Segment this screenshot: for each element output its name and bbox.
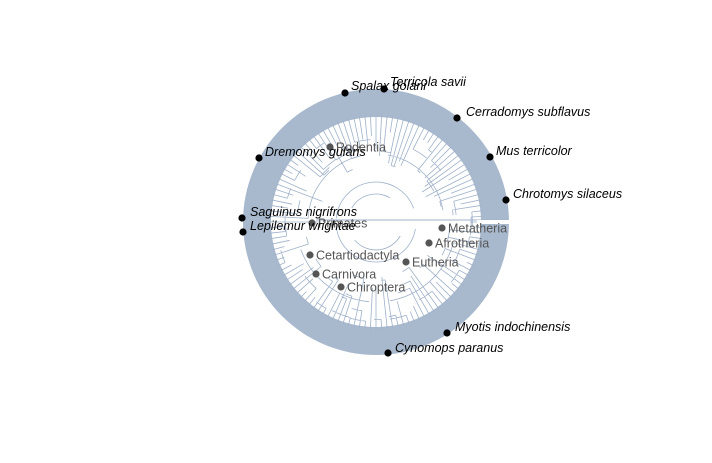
clade-point-rodentia <box>326 143 334 151</box>
tip-label-dremomys-gularis: Dremomys gularis <box>265 145 366 159</box>
clade-label-metatheria: Metatheria <box>448 222 507 236</box>
clade-label-eutheria: Eutheria <box>412 256 459 270</box>
clade-point-chiroptera <box>337 283 345 291</box>
tip-point-saguinus-nigrifrons <box>238 214 246 222</box>
clade-point-eutheria <box>402 258 410 266</box>
clade-label-primates: Primates <box>318 217 367 231</box>
clade-label-afrotheria: Afrotheria <box>435 237 489 251</box>
tip-label-mus-terricolor: Mus terricolor <box>496 144 573 158</box>
clade-label-rodentia: Rodentia <box>336 141 386 155</box>
root-gap <box>477 220 509 224</box>
tip-label-spalax-golani: Spalax golani <box>351 79 427 93</box>
tip-label-cynomops-paranus: Cynomops paranus <box>395 341 503 355</box>
clade-label-cetartiodactyla: Cetartiodactyla <box>316 249 399 263</box>
tip-label-chrotomys-silaceus: Chrotomys silaceus <box>513 187 622 201</box>
clade-point-cetartiodactyla <box>306 251 314 259</box>
tip-point-dremomys-gularis <box>255 154 263 162</box>
tip-point-terricola-savii <box>380 85 388 93</box>
clade-label-carnivora: Carnivora <box>322 268 376 282</box>
tree-branches <box>243 89 509 355</box>
tip-point-myotis-indochinensis <box>443 329 451 337</box>
tip-label-saguinus-nigrifrons: Saguinus nigrifrons <box>250 205 357 219</box>
tip-point-spalax-golani <box>341 89 349 97</box>
tip-label-terricola-savii: Terricola savii <box>390 75 467 89</box>
tip-label-lepilemur-wrightae: Lepilemur wrightae <box>250 219 356 233</box>
tree-annotations: Rodentia Primates Cetartiodactyla Carnivora… <box>238 75 622 357</box>
tip-point-mus-terricolor <box>486 153 494 161</box>
tip-point-cerradomys-subflavus <box>453 114 461 122</box>
tip-point-lepilemur-wrightae <box>239 228 247 236</box>
clade-point-afrotheria <box>425 239 433 247</box>
clade-point-metatheria <box>438 224 446 232</box>
internal-branches <box>269 115 483 329</box>
tip-label-myotis-indochinensis: Myotis indochinensis <box>455 320 570 334</box>
clade-point-carnivora <box>312 270 320 278</box>
clade-label-chiroptera: Chiroptera <box>347 281 405 295</box>
tip-point-chrotomys-silaceus <box>502 196 510 204</box>
tip-label-cerradomys-subflavus: Cerradomys subflavus <box>466 105 590 119</box>
clade-point-primates <box>308 219 316 227</box>
tip-point-cynomops-paranus <box>384 349 392 357</box>
